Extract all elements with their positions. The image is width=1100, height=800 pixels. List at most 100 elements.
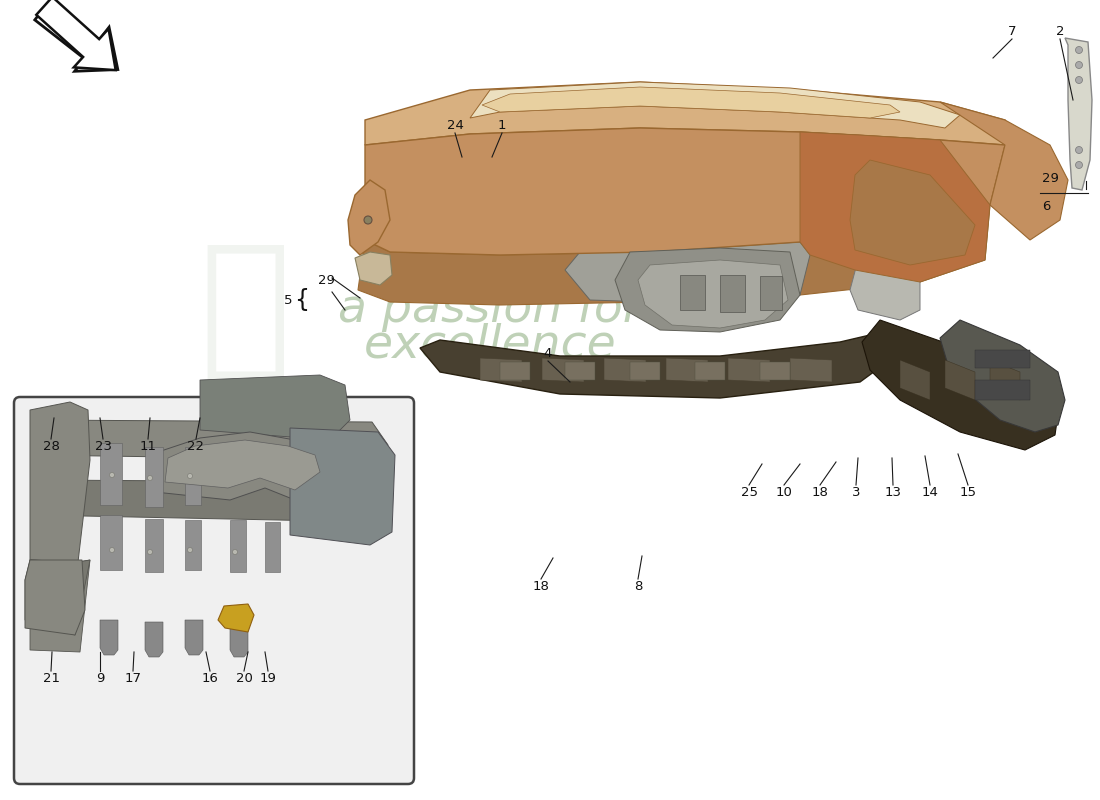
Polygon shape: [638, 260, 788, 328]
Circle shape: [147, 475, 153, 481]
Polygon shape: [565, 240, 810, 302]
Polygon shape: [230, 622, 248, 657]
Polygon shape: [615, 248, 800, 332]
Text: 9: 9: [96, 672, 104, 685]
Polygon shape: [30, 560, 90, 652]
Text: 3: 3: [851, 486, 860, 499]
Text: 14: 14: [922, 486, 938, 499]
Bar: [975, 350, 1030, 368]
Polygon shape: [185, 620, 204, 655]
Text: 11: 11: [140, 440, 156, 453]
Circle shape: [1076, 162, 1082, 169]
Text: 5: 5: [284, 294, 292, 306]
Text: 18: 18: [812, 486, 828, 499]
Text: 28: 28: [43, 440, 59, 453]
Circle shape: [110, 547, 114, 553]
Polygon shape: [32, 420, 388, 460]
Text: 15: 15: [959, 486, 977, 499]
Bar: [720, 275, 745, 312]
Bar: [185, 520, 201, 570]
Polygon shape: [990, 360, 1020, 400]
Polygon shape: [1065, 38, 1092, 190]
Text: 25: 25: [740, 486, 758, 499]
Text: 20: 20: [235, 672, 252, 685]
Bar: [145, 447, 163, 507]
Polygon shape: [165, 440, 320, 490]
Circle shape: [1076, 146, 1082, 154]
Polygon shape: [365, 82, 1005, 145]
Text: excellence: excellence: [364, 322, 616, 367]
Text: 1: 1: [497, 119, 506, 132]
Text: 10: 10: [776, 486, 792, 499]
Circle shape: [147, 550, 153, 554]
Polygon shape: [218, 604, 254, 632]
Polygon shape: [155, 432, 330, 502]
Bar: [630, 362, 660, 380]
Bar: [145, 519, 163, 572]
Polygon shape: [728, 358, 770, 382]
Bar: [760, 362, 790, 380]
Circle shape: [1076, 62, 1082, 69]
Polygon shape: [862, 320, 1060, 450]
Polygon shape: [365, 128, 1005, 255]
Polygon shape: [850, 160, 975, 265]
Bar: [100, 515, 122, 570]
Bar: [565, 362, 595, 380]
Polygon shape: [25, 560, 85, 635]
Polygon shape: [420, 335, 890, 398]
Text: 29: 29: [1042, 173, 1059, 186]
Text: Ⓜ: Ⓜ: [199, 235, 290, 385]
Bar: [100, 443, 122, 505]
Bar: [975, 380, 1030, 400]
Circle shape: [110, 473, 114, 478]
Text: 22: 22: [187, 440, 205, 453]
Polygon shape: [100, 620, 118, 655]
Polygon shape: [470, 82, 960, 128]
Bar: [695, 362, 725, 380]
Polygon shape: [850, 260, 920, 320]
Polygon shape: [348, 180, 390, 255]
Text: {: {: [295, 288, 309, 312]
Text: 17: 17: [124, 672, 142, 685]
Polygon shape: [35, 480, 382, 522]
Bar: [230, 520, 246, 572]
Text: 29: 29: [318, 274, 334, 286]
Bar: [185, 447, 201, 505]
Polygon shape: [542, 358, 584, 382]
Polygon shape: [482, 87, 900, 118]
Circle shape: [187, 474, 192, 478]
Circle shape: [1076, 46, 1082, 54]
Text: 21: 21: [43, 672, 59, 685]
Circle shape: [1076, 77, 1082, 83]
Polygon shape: [945, 360, 975, 400]
Polygon shape: [900, 360, 930, 400]
Text: 4: 4: [543, 347, 552, 360]
Text: 2: 2: [1056, 25, 1065, 38]
Polygon shape: [480, 358, 522, 382]
Polygon shape: [290, 428, 395, 545]
Polygon shape: [35, 1, 118, 71]
Text: 23: 23: [95, 440, 111, 453]
Circle shape: [232, 550, 238, 554]
Text: 24: 24: [447, 119, 463, 132]
Polygon shape: [355, 252, 392, 285]
Polygon shape: [200, 375, 350, 440]
Text: 13: 13: [884, 486, 902, 499]
Text: 16: 16: [201, 672, 219, 685]
Polygon shape: [25, 560, 90, 635]
Text: 8: 8: [634, 580, 642, 593]
Polygon shape: [940, 320, 1065, 432]
Circle shape: [187, 547, 192, 553]
Text: 6: 6: [1042, 201, 1050, 214]
Text: 18: 18: [532, 580, 549, 593]
Bar: [680, 275, 705, 310]
Polygon shape: [666, 358, 708, 382]
Polygon shape: [30, 402, 90, 562]
Circle shape: [364, 216, 372, 224]
Bar: [265, 522, 280, 572]
Polygon shape: [800, 132, 990, 282]
Bar: [760, 276, 782, 310]
Text: 19: 19: [260, 672, 276, 685]
Text: 7: 7: [1008, 25, 1016, 38]
Bar: [500, 362, 530, 380]
